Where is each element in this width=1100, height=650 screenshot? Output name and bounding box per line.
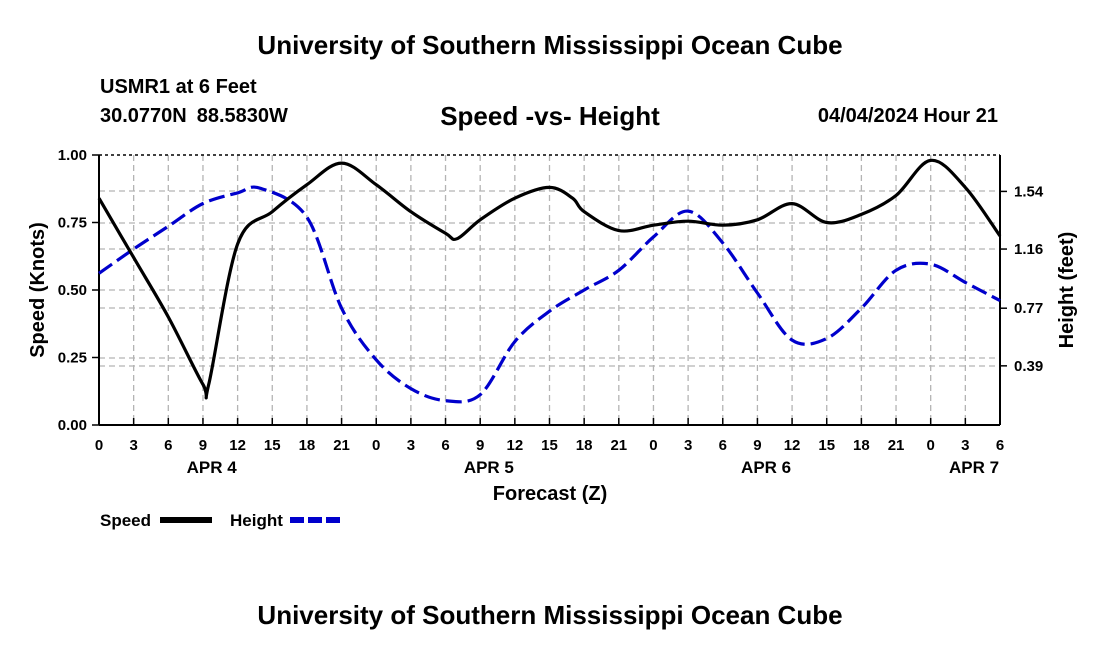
x-tick-label: 3 xyxy=(129,437,137,454)
x-tick-label: 3 xyxy=(407,437,415,454)
x-tick-label: 21 xyxy=(888,437,905,454)
x-tick-label: 18 xyxy=(853,437,870,454)
tick-layer: 0 3 6 9 12 15 18 21 0 3 6 9 12 15 18 21 0 3 6 9 12 15 18 21 0 3 6A… xyxy=(58,147,1044,477)
x-tick-label: 15 xyxy=(541,437,558,454)
x-tick-label: 18 xyxy=(576,437,593,454)
x-day-label: APR 5 xyxy=(464,458,514,477)
y-tick-label: 0.75 xyxy=(58,215,87,232)
x-tick-label: 15 xyxy=(818,437,835,454)
x-axis-title: Forecast (Z) xyxy=(493,483,607,505)
chart-main-title: University of Southern Mississippi Ocean… xyxy=(257,30,843,60)
x-tick-label: 0 xyxy=(927,437,935,454)
x-tick-label: 18 xyxy=(299,437,316,454)
y2-tick-label: 0.39 xyxy=(1014,358,1043,375)
forecast-datetime: 04/04/2024 Hour 21 xyxy=(817,105,998,127)
x-tick-label: 9 xyxy=(753,437,761,454)
x-tick-label: 6 xyxy=(719,437,727,454)
chart-footer-title: University of Southern Mississippi Ocean… xyxy=(257,600,843,630)
legend: Speed Height xyxy=(100,511,342,530)
x-tick-label: 9 xyxy=(199,437,207,454)
legend-height-label: Height xyxy=(230,511,283,530)
x-tick-label: 21 xyxy=(610,437,627,454)
y-tick-label: 0.25 xyxy=(58,350,87,367)
legend-speed-label: Speed xyxy=(100,511,151,530)
series-line-speed xyxy=(97,158,1002,400)
x-tick-label: 3 xyxy=(961,437,969,454)
x-tick-label: 12 xyxy=(229,437,246,454)
x-tick-label: 6 xyxy=(164,437,172,454)
x-tick-label: 0 xyxy=(95,437,103,454)
x-tick-label: 12 xyxy=(507,437,524,454)
y-axis-title: Speed (Knots) xyxy=(27,222,49,358)
y-tick-label: 0.50 xyxy=(58,282,87,299)
series-line-height xyxy=(98,185,1001,404)
y2-tick-label: 1.54 xyxy=(1014,183,1044,200)
x-day-label: APR 6 xyxy=(741,458,791,477)
y-tick-label: 0.00 xyxy=(58,417,87,434)
x-tick-label: 6 xyxy=(441,437,449,454)
x-tick-label: 0 xyxy=(372,437,380,454)
x-tick-label: 15 xyxy=(264,437,281,454)
latitude: 30.0770N xyxy=(100,105,187,127)
chart-subtitle: Speed -vs- Height xyxy=(440,101,660,131)
x-tick-label: 3 xyxy=(684,437,692,454)
grid xyxy=(99,155,1000,425)
longitude: 88.5830W xyxy=(196,105,288,127)
x-tick-label: 12 xyxy=(784,437,801,454)
x-day-label: APR 4 xyxy=(187,458,238,477)
station-label: USMR1 at 6 Feet xyxy=(100,76,257,98)
coordinates: 30.0770N 88.5830W xyxy=(100,105,288,128)
x-tick-label: 0 xyxy=(649,437,657,454)
x-tick-label: 9 xyxy=(476,437,484,454)
y2-axis-title: Height (feet) xyxy=(1056,232,1078,349)
y2-tick-label: 0.77 xyxy=(1014,300,1043,317)
x-day-label: APR 7 xyxy=(949,458,999,477)
y-tick-label: 1.00 xyxy=(58,147,87,164)
x-tick-label: 6 xyxy=(996,437,1004,454)
series-layer xyxy=(97,158,1002,404)
x-tick-label: 21 xyxy=(333,437,350,454)
y2-tick-label: 1.16 xyxy=(1014,241,1043,258)
